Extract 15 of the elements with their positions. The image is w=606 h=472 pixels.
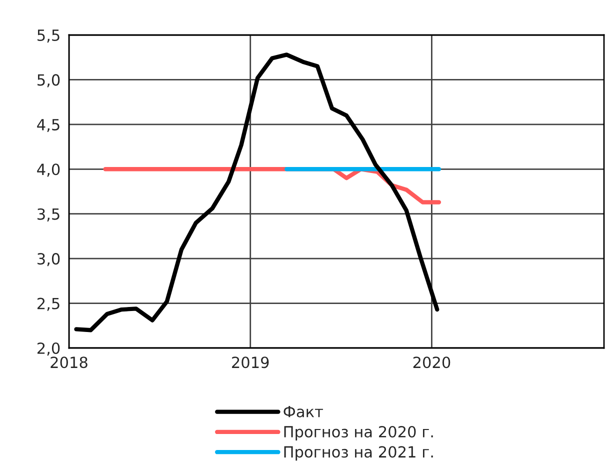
y-tick-label: 2,0 bbox=[37, 342, 60, 356]
y-tick-label: 4,5 bbox=[37, 119, 60, 132]
x-tick-label: 2019 bbox=[232, 356, 269, 368]
y-tick-label: 5,5 bbox=[38, 30, 60, 43]
x-tick-label: 2018 bbox=[50, 356, 88, 368]
y-tick-label: 3,5 bbox=[38, 208, 60, 222]
legend-label: Факт bbox=[284, 406, 323, 418]
x-tick-label: 2020 bbox=[413, 356, 450, 368]
y-tick-label: 5,0 bbox=[38, 74, 60, 88]
legend-label: Прогноз на 2020 г. bbox=[284, 426, 433, 440]
y-tick-label: 3,0 bbox=[38, 253, 60, 266]
legend-label: Прогноз на 2021 г. bbox=[284, 446, 433, 461]
y-tick-label: 4,0 bbox=[37, 164, 60, 177]
line-series bbox=[74, 52, 440, 332]
y-tick-label: 2,5 bbox=[37, 298, 60, 311]
